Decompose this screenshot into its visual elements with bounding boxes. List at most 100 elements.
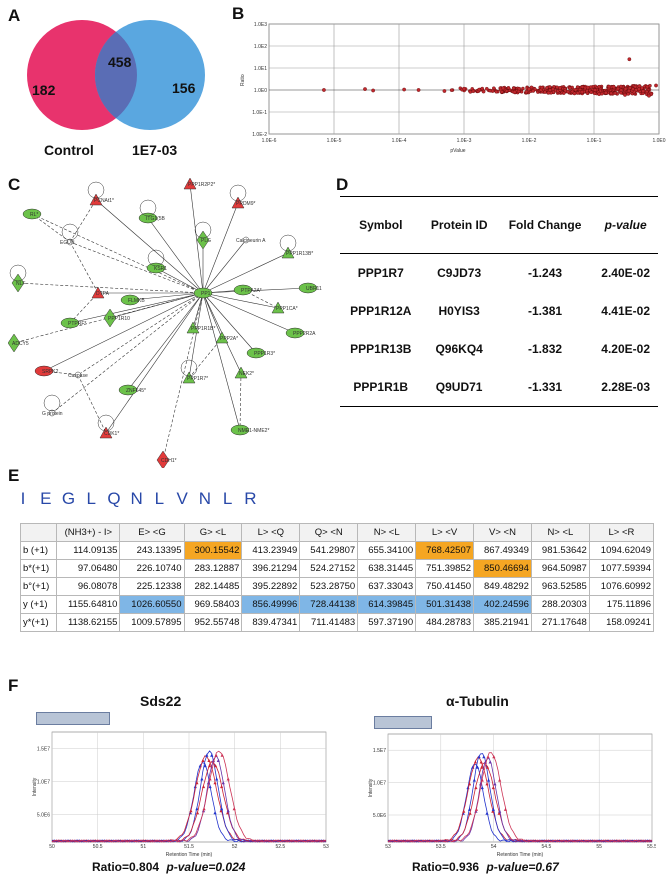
xic-marker [201,758,205,763]
fragment-cell: 856.49996 [241,595,301,614]
network-node-label: PPP2A* [220,336,238,342]
network-node [271,301,285,314]
fragment-cell: 158.09241 [588,613,655,632]
network-node-label: PPP2R2A [293,331,316,337]
xic-marker [491,807,495,811]
network-node [230,424,250,436]
fragment-cell: 175.11896 [588,595,655,614]
network-node [60,317,80,329]
xic-plot-frame [387,733,653,843]
data-point [609,91,613,96]
xic-x-axis-label: Retention Time (min) [166,852,213,858]
xic-left-pvalue: p-value=0.024 [166,860,246,874]
fragment-row-label: y*(+1) [19,613,58,632]
data-point [543,90,547,94]
fragment-col-header: G> <L [183,523,243,542]
network-edge [69,241,204,294]
cell-protein-id: H0YIS3 [438,304,480,318]
residue: I [20,489,26,508]
xic-trace [387,752,653,843]
residue: N [130,489,143,508]
network-edge [202,292,279,309]
venn-left-count: 182 [32,82,56,98]
residue: E [40,489,52,508]
network-node-label: ITG1(5B [146,216,166,222]
fragment-row: y (+1) 1155.64810 1026.60550 969.58403 856.4… [19,595,655,614]
xic-marker [472,778,476,782]
xic-left-toolbar[interactable] [36,712,110,725]
fragment-cell: 288.20303 [530,595,590,614]
data-point [494,90,499,94]
data-point [627,57,632,62]
xic-marker [226,809,230,813]
xic-marker [477,755,481,759]
data-point [631,87,635,91]
xic-left-title: Sds22 [140,693,182,709]
data-point [477,87,481,92]
network-node-label: PPP1R10 [108,316,130,322]
network-node-label: PLG [201,238,211,244]
xic-marker [480,765,484,769]
xic-marker [503,807,508,811]
xic-marker [195,781,199,785]
y-tick-label: 1.0E3 [254,22,267,28]
xic-marker [205,753,209,757]
xic-marker [493,782,497,786]
network-edge [202,292,241,431]
cell-fold-change: -1.331 [496,368,594,407]
cell-p-value: 2.40E-02 [601,266,650,280]
network-node-label: UBR11 [306,286,322,292]
network-node-label: PP1 [201,291,211,297]
xic-marker [486,778,491,782]
data-point [613,91,618,95]
network-node-label: FLMKB [128,298,145,304]
network-node [118,384,138,396]
table-row: PPP1R7 C9JD73 -1.243 2.40E-02 [340,254,658,293]
network-edge [202,252,289,294]
network-edge [162,292,204,461]
network-edge [202,292,223,339]
fragment-cell: 413.23949 [241,541,301,560]
network-edge [155,267,204,294]
data-point [540,85,544,90]
network-node [146,262,166,274]
xic-marker [213,781,217,785]
network-edge [43,292,204,372]
fragment-cell: 283.12887 [183,559,243,578]
xic-x-tick-label: 52 [232,844,238,850]
venn-control-label: Control [44,142,94,158]
xic-y-axis-label: Intensity [368,778,374,797]
network-node-label: DTPA [96,291,110,297]
xic-marker [479,760,483,764]
data-point [616,86,620,91]
fragment-cell: 1094.62049 [588,541,655,560]
data-point [416,88,421,92]
network-node-label: PCNAt1* [94,198,114,204]
network-node-label: PRDM9* [236,201,256,207]
fragment-col-header: N> <L [530,523,590,542]
xic-marker [498,809,502,813]
fragment-cell: 225.12338 [119,577,185,596]
network-node [233,284,253,296]
xic-y-tick-label: 1.5E7 [373,748,386,754]
xic-x-tick-label: 54.5 [542,844,552,850]
xic-right-toolbar[interactable] [374,716,432,729]
network-node-label: Caspase [68,373,88,379]
fragment-cell: 981.53642 [530,541,590,560]
panel-label-e: E [8,466,20,485]
fragment-cell: 243.13395 [119,541,185,560]
table-row: PPP1R13B Q96KQ4 -1.832 4.20E-02 [340,330,658,368]
residue: L [86,489,96,508]
fragment-col-header: V> <N [473,523,532,542]
xic-right-ratio: Ratio=0.936 p-value=0.67 [412,860,559,874]
xic-marker [214,753,218,757]
col-protein-id: Protein ID [421,196,497,254]
data-point [641,89,645,94]
xic-marker [485,811,489,815]
xic-marker [467,782,472,786]
cell-fold-change: -1.381 [528,304,563,318]
network-node-label: EGUN [60,240,75,246]
y-tick-label: 1.0E0 [254,88,267,94]
network-node-label: PPP1R3* [254,351,275,357]
fragment-cell: 226.10740 [119,559,185,578]
